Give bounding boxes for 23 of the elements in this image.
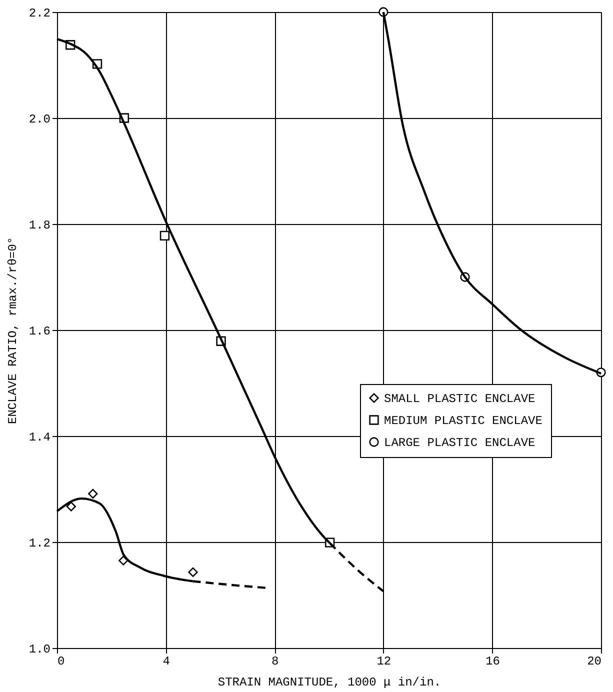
- x-tick-label: 20: [587, 654, 602, 668]
- legend-label: LARGE PLASTIC ENCLAVE: [384, 436, 536, 450]
- point: [160, 230, 170, 240]
- x-tick-label: 12: [376, 654, 392, 668]
- x-tick-label: 16: [485, 654, 500, 668]
- x-tick-label: 4: [162, 654, 170, 668]
- y-axis-title: ENCLAVE RATIO, rmax./rθ=0°: [6, 236, 20, 424]
- y-tick-label: 1.6: [28, 324, 50, 338]
- y-tick-label: 2.2: [28, 6, 50, 20]
- point: [118, 556, 128, 566]
- y-tick-label: 2.0: [28, 112, 50, 126]
- x-tick-label: 0: [58, 654, 65, 668]
- y-tick-label: 1.4: [28, 430, 50, 444]
- y-tick-label: 1.8: [28, 218, 50, 232]
- legend-label: MEDIUM PLASTIC ENCLAVE: [384, 414, 542, 428]
- y-tick-label: 1.2: [28, 536, 50, 550]
- x-tick-label: 8: [272, 654, 279, 668]
- x-axis-title: STRAIN MAGNITUDE, 1000 μ in/in.: [218, 676, 442, 690]
- legend-label: SMALL PLASTIC ENCLAVE: [384, 392, 536, 406]
- point: [66, 502, 76, 512]
- y-tick-label: 1.0: [28, 642, 50, 656]
- point: [188, 567, 198, 578]
- point: [88, 488, 98, 499]
